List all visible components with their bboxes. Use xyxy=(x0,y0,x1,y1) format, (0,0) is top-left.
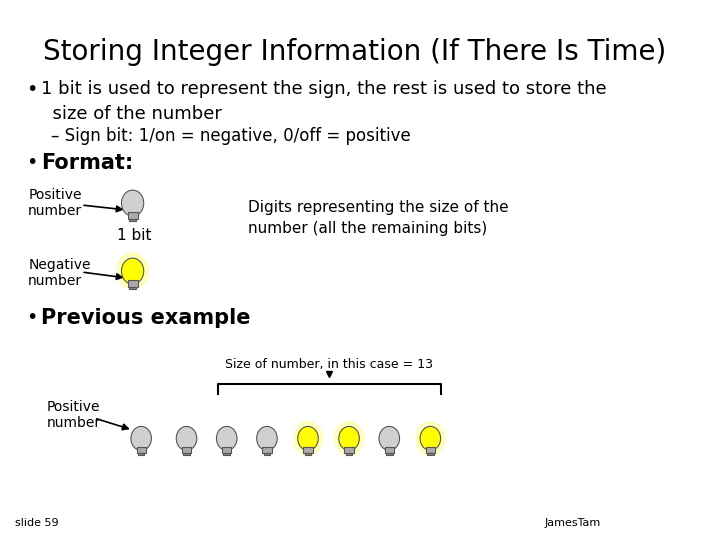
FancyBboxPatch shape xyxy=(344,447,354,454)
FancyBboxPatch shape xyxy=(427,454,433,455)
Circle shape xyxy=(298,427,318,450)
FancyBboxPatch shape xyxy=(386,454,392,455)
Text: 1 bit: 1 bit xyxy=(117,228,152,243)
Text: Format:: Format: xyxy=(41,153,133,173)
FancyBboxPatch shape xyxy=(129,219,136,221)
FancyBboxPatch shape xyxy=(384,447,394,454)
FancyBboxPatch shape xyxy=(305,454,311,455)
Text: •: • xyxy=(26,80,37,99)
FancyBboxPatch shape xyxy=(138,454,145,455)
FancyBboxPatch shape xyxy=(303,447,312,454)
Text: Digits representing the size of the
number (all the remaining bits): Digits representing the size of the numb… xyxy=(248,200,509,236)
Circle shape xyxy=(256,427,277,450)
Circle shape xyxy=(416,422,445,455)
FancyBboxPatch shape xyxy=(184,454,190,455)
FancyBboxPatch shape xyxy=(127,280,138,287)
Text: Positive
number: Positive number xyxy=(28,188,82,218)
Circle shape xyxy=(339,427,359,450)
FancyBboxPatch shape xyxy=(182,447,191,454)
Circle shape xyxy=(294,422,323,455)
FancyBboxPatch shape xyxy=(129,287,136,289)
FancyBboxPatch shape xyxy=(426,447,435,454)
Circle shape xyxy=(335,422,364,455)
Text: – Sign bit: 1/on = negative, 0/off = positive: – Sign bit: 1/on = negative, 0/off = pos… xyxy=(51,127,411,145)
Text: slide 59: slide 59 xyxy=(15,518,59,528)
Circle shape xyxy=(122,190,144,216)
Text: Previous example: Previous example xyxy=(41,308,251,328)
FancyBboxPatch shape xyxy=(264,454,270,455)
Circle shape xyxy=(217,427,237,450)
Circle shape xyxy=(131,427,151,450)
Text: Storing Integer Information (If There Is Time): Storing Integer Information (If There Is… xyxy=(42,38,666,66)
FancyBboxPatch shape xyxy=(137,447,145,454)
Circle shape xyxy=(420,427,441,450)
Circle shape xyxy=(379,427,400,450)
Circle shape xyxy=(122,258,144,284)
Text: JamesTam: JamesTam xyxy=(544,518,600,528)
Text: Positive
number: Positive number xyxy=(47,400,102,430)
FancyBboxPatch shape xyxy=(223,454,230,455)
Circle shape xyxy=(117,253,148,289)
FancyBboxPatch shape xyxy=(346,454,352,455)
Circle shape xyxy=(176,427,197,450)
FancyBboxPatch shape xyxy=(222,447,231,454)
Text: 1 bit is used to represent the sign, the rest is used to store the
  size of the: 1 bit is used to represent the sign, the… xyxy=(41,80,607,123)
Text: •: • xyxy=(26,153,37,172)
Text: •: • xyxy=(26,308,37,327)
FancyBboxPatch shape xyxy=(262,447,271,454)
Text: Size of number, in this case = 13: Size of number, in this case = 13 xyxy=(225,358,433,371)
FancyBboxPatch shape xyxy=(127,212,138,219)
Text: Negative
number: Negative number xyxy=(28,258,91,288)
